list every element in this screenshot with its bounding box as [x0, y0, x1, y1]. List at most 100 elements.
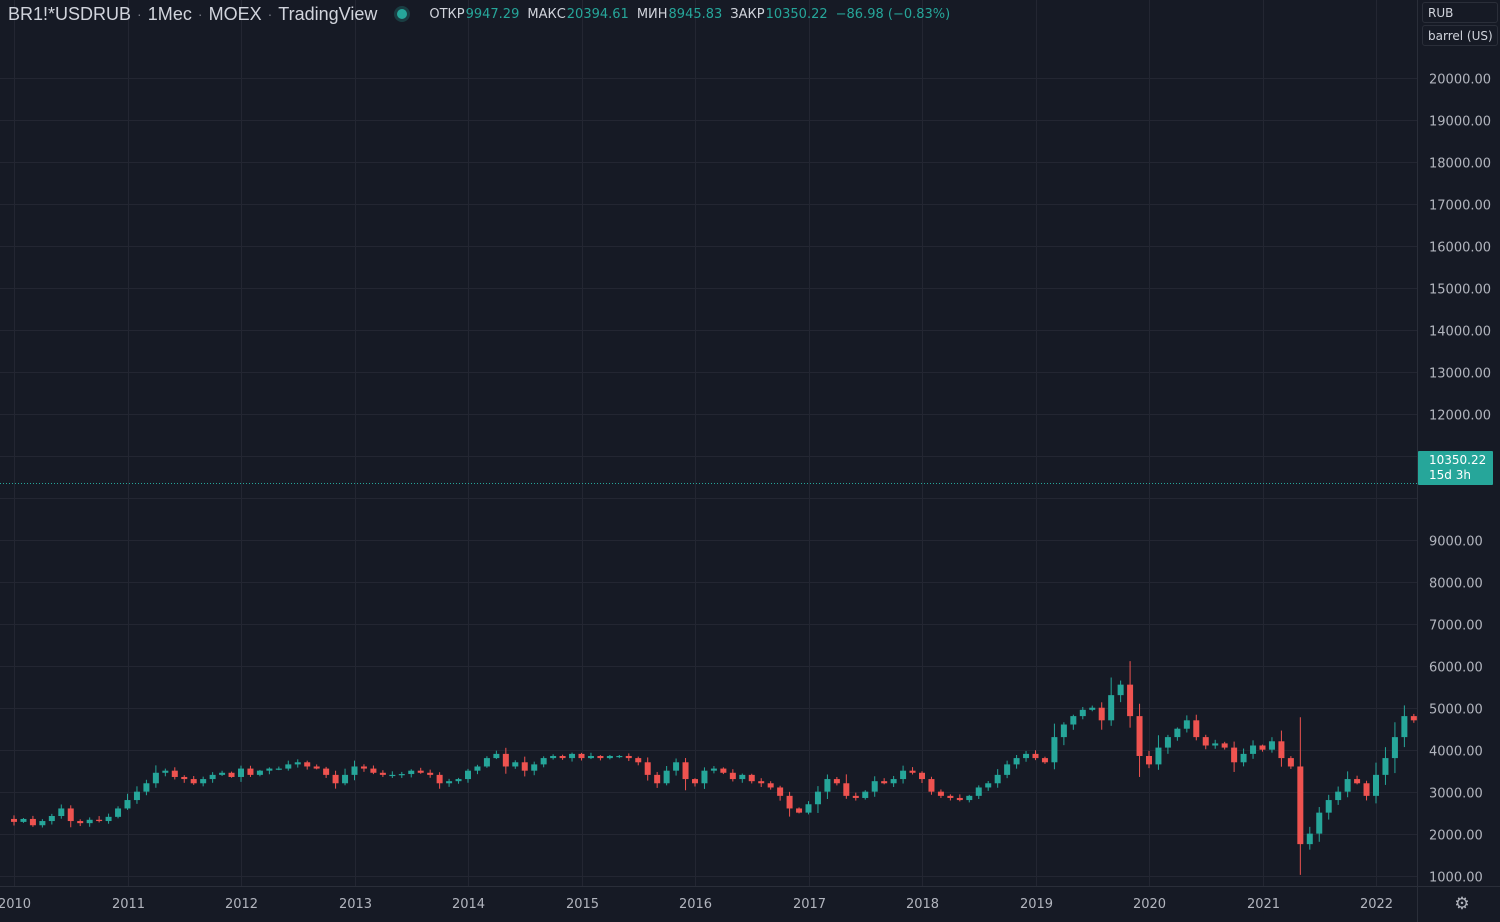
candle[interactable] — [1032, 750, 1039, 761]
candle[interactable] — [587, 752, 594, 760]
candle[interactable] — [29, 815, 36, 827]
candle[interactable] — [1155, 735, 1162, 770]
candle[interactable] — [606, 754, 613, 760]
candle[interactable] — [824, 774, 831, 800]
candle[interactable] — [342, 768, 349, 786]
candle[interactable] — [1363, 780, 1370, 801]
currency-button[interactable]: RUB — [1422, 2, 1498, 23]
candle[interactable] — [814, 786, 821, 813]
candle[interactable] — [96, 816, 103, 823]
candle[interactable] — [786, 791, 793, 817]
candle[interactable] — [956, 794, 963, 802]
candle[interactable] — [701, 767, 708, 789]
candle[interactable] — [748, 773, 755, 784]
candle[interactable] — [881, 778, 888, 785]
candle[interactable] — [133, 786, 140, 804]
candle[interactable] — [512, 760, 519, 769]
candle[interactable] — [1098, 702, 1105, 730]
candle[interactable] — [540, 756, 547, 768]
candle[interactable] — [143, 779, 150, 796]
candle[interactable] — [370, 765, 377, 775]
candle[interactable] — [474, 764, 481, 775]
candle[interactable] — [1391, 722, 1398, 774]
candle[interactable] — [58, 804, 65, 819]
candle[interactable] — [417, 767, 424, 774]
candle[interactable] — [890, 775, 897, 787]
candle[interactable] — [729, 769, 736, 782]
candle[interactable] — [1221, 741, 1228, 750]
plot-area[interactable] — [0, 0, 1417, 886]
candle[interactable] — [238, 765, 244, 782]
candle[interactable] — [1023, 750, 1030, 762]
candle[interactable] — [1297, 717, 1304, 875]
candle[interactable] — [398, 771, 405, 778]
candle[interactable] — [1070, 714, 1077, 730]
candle[interactable] — [833, 776, 840, 786]
candle[interactable] — [313, 764, 320, 770]
candle[interactable] — [937, 789, 944, 799]
candle[interactable] — [493, 750, 500, 760]
candle[interactable] — [739, 773, 746, 783]
candle[interactable] — [1325, 794, 1332, 820]
candle[interactable] — [985, 781, 992, 791]
candle[interactable] — [531, 761, 538, 776]
candle[interactable] — [521, 756, 528, 777]
candle[interactable] — [1287, 756, 1294, 769]
candle[interactable] — [966, 794, 973, 803]
candle[interactable] — [219, 770, 226, 776]
candle[interactable] — [200, 776, 207, 787]
candle[interactable] — [777, 785, 784, 801]
candle[interactable] — [152, 765, 159, 788]
candle[interactable] — [351, 760, 358, 781]
candle[interactable] — [1051, 723, 1058, 770]
candle[interactable] — [805, 801, 812, 815]
candle[interactable] — [1231, 741, 1238, 772]
candle[interactable] — [692, 778, 698, 787]
candle[interactable] — [1240, 748, 1247, 767]
candle[interactable] — [758, 778, 765, 787]
candle[interactable] — [909, 767, 916, 775]
candle[interactable] — [1174, 727, 1181, 741]
candle[interactable] — [11, 815, 17, 826]
candle[interactable] — [635, 756, 642, 766]
candle[interactable] — [663, 766, 670, 786]
unit-button[interactable]: barrel (US) — [1422, 25, 1498, 46]
candle[interactable] — [285, 760, 292, 771]
symbol-name[interactable]: BR1!*USDRUB — [8, 3, 132, 24]
candle[interactable] — [1401, 705, 1408, 748]
candle[interactable] — [1212, 739, 1219, 749]
candle[interactable] — [654, 771, 661, 788]
candle[interactable] — [919, 771, 925, 784]
candle[interactable] — [862, 790, 869, 800]
candle[interactable] — [550, 754, 557, 760]
candle[interactable] — [294, 759, 301, 768]
candle[interactable] — [1089, 705, 1096, 712]
candle[interactable] — [1079, 706, 1086, 720]
candle[interactable] — [465, 768, 471, 783]
time-scale[interactable]: 2010 2011 2012 2013 2014 2015 2016 2017 2018 2019… — [0, 897, 1393, 912]
candle[interactable] — [181, 775, 188, 783]
candle[interactable] — [1041, 756, 1048, 764]
candle[interactable] — [625, 753, 632, 762]
candle[interactable] — [483, 756, 490, 768]
candle[interactable] — [39, 819, 46, 828]
candle[interactable] — [162, 768, 169, 777]
candle[interactable] — [1202, 734, 1209, 750]
candle[interactable] — [332, 770, 339, 789]
candle[interactable] — [455, 777, 462, 784]
candle[interactable] — [67, 805, 74, 828]
gear-icon[interactable]: ⚙ — [1454, 894, 1470, 913]
candle[interactable] — [304, 760, 311, 770]
candle[interactable] — [1193, 714, 1200, 741]
candle[interactable] — [360, 764, 367, 772]
candle[interactable] — [569, 752, 576, 762]
candle[interactable] — [1164, 734, 1171, 754]
candle[interactable] — [1013, 754, 1020, 769]
candle[interactable] — [767, 781, 774, 790]
candle[interactable] — [408, 769, 415, 778]
candle[interactable] — [1060, 722, 1067, 746]
candle[interactable] — [1250, 740, 1257, 759]
candle[interactable] — [1354, 775, 1361, 785]
candle[interactable] — [1268, 737, 1275, 753]
